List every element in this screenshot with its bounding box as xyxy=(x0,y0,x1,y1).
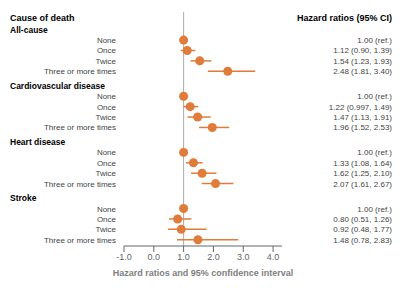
svg-text:Twice: Twice xyxy=(96,225,117,234)
svg-text:None: None xyxy=(97,36,117,45)
svg-text:1.0: 1.0 xyxy=(177,252,190,262)
svg-text:Twice: Twice xyxy=(96,57,117,66)
svg-text:4.0: 4.0 xyxy=(267,252,280,262)
svg-text:Hazard ratios and 95% confiden: Hazard ratios and 95% confidence interva… xyxy=(113,268,294,278)
svg-text:0.80 (0.51, 1.26): 0.80 (0.51, 1.26) xyxy=(333,215,392,224)
svg-text:1.12 (0.90, 1.39): 1.12 (0.90, 1.39) xyxy=(333,46,392,55)
svg-text:Three or more times: Three or more times xyxy=(44,180,116,189)
svg-text:Once: Once xyxy=(97,46,117,55)
svg-text:Hazard ratios (95% CI): Hazard ratios (95% CI) xyxy=(297,13,392,23)
svg-text:Once: Once xyxy=(97,215,117,224)
svg-text:0.0: 0.0 xyxy=(148,252,161,262)
svg-text:Three or more times: Three or more times xyxy=(44,123,116,132)
svg-text:1.00 (ref.): 1.00 (ref.) xyxy=(357,36,392,45)
svg-text:0.92 (0.48, 1.77): 0.92 (0.48, 1.77) xyxy=(333,225,392,234)
svg-text:1.96 (1.52, 2.53): 1.96 (1.52, 2.53) xyxy=(333,123,392,132)
svg-text:1.00 (ref.): 1.00 (ref.) xyxy=(357,205,392,214)
svg-text:3.0: 3.0 xyxy=(237,252,250,262)
svg-text:2.07 (1.61, 2.67): 2.07 (1.61, 2.67) xyxy=(333,180,392,189)
svg-text:Cause of death: Cause of death xyxy=(10,13,75,23)
svg-text:Three or more times: Three or more times xyxy=(44,67,116,76)
svg-text:1.22 (0.997, 1.49): 1.22 (0.997, 1.49) xyxy=(329,103,392,112)
svg-text:Once: Once xyxy=(97,103,117,112)
svg-text:Three or more times: Three or more times xyxy=(44,236,116,245)
svg-text:Heart disease: Heart disease xyxy=(10,137,66,147)
svg-text:All-cause: All-cause xyxy=(10,25,48,35)
svg-text:1.00 (ref.): 1.00 (ref.) xyxy=(357,92,392,101)
svg-text:None: None xyxy=(97,205,117,214)
svg-text:1.54 (1.23, 1.93): 1.54 (1.23, 1.93) xyxy=(333,57,392,66)
svg-text:1.62 (1.25, 2.10): 1.62 (1.25, 2.10) xyxy=(333,169,392,178)
svg-text:2.0: 2.0 xyxy=(207,252,220,262)
svg-text:Stroke: Stroke xyxy=(10,193,37,203)
svg-text:Cardiovascular disease: Cardiovascular disease xyxy=(10,81,105,91)
svg-text:None: None xyxy=(97,92,117,101)
svg-text:2.48 (1.81, 3.40): 2.48 (1.81, 3.40) xyxy=(333,67,392,76)
svg-text:1.00 (ref.): 1.00 (ref.) xyxy=(357,148,392,157)
svg-text:1.47 (1.13, 1.91): 1.47 (1.13, 1.91) xyxy=(333,113,392,122)
svg-text:Once: Once xyxy=(97,159,117,168)
svg-text:Twice: Twice xyxy=(96,113,117,122)
svg-text:1.48 (0.78, 2.83): 1.48 (0.78, 2.83) xyxy=(333,236,392,245)
svg-text:1.33 (1.08, 1.64): 1.33 (1.08, 1.64) xyxy=(333,159,392,168)
svg-text:-1.0: -1.0 xyxy=(116,252,132,262)
svg-text:Twice: Twice xyxy=(96,169,117,178)
svg-text:None: None xyxy=(97,148,117,157)
